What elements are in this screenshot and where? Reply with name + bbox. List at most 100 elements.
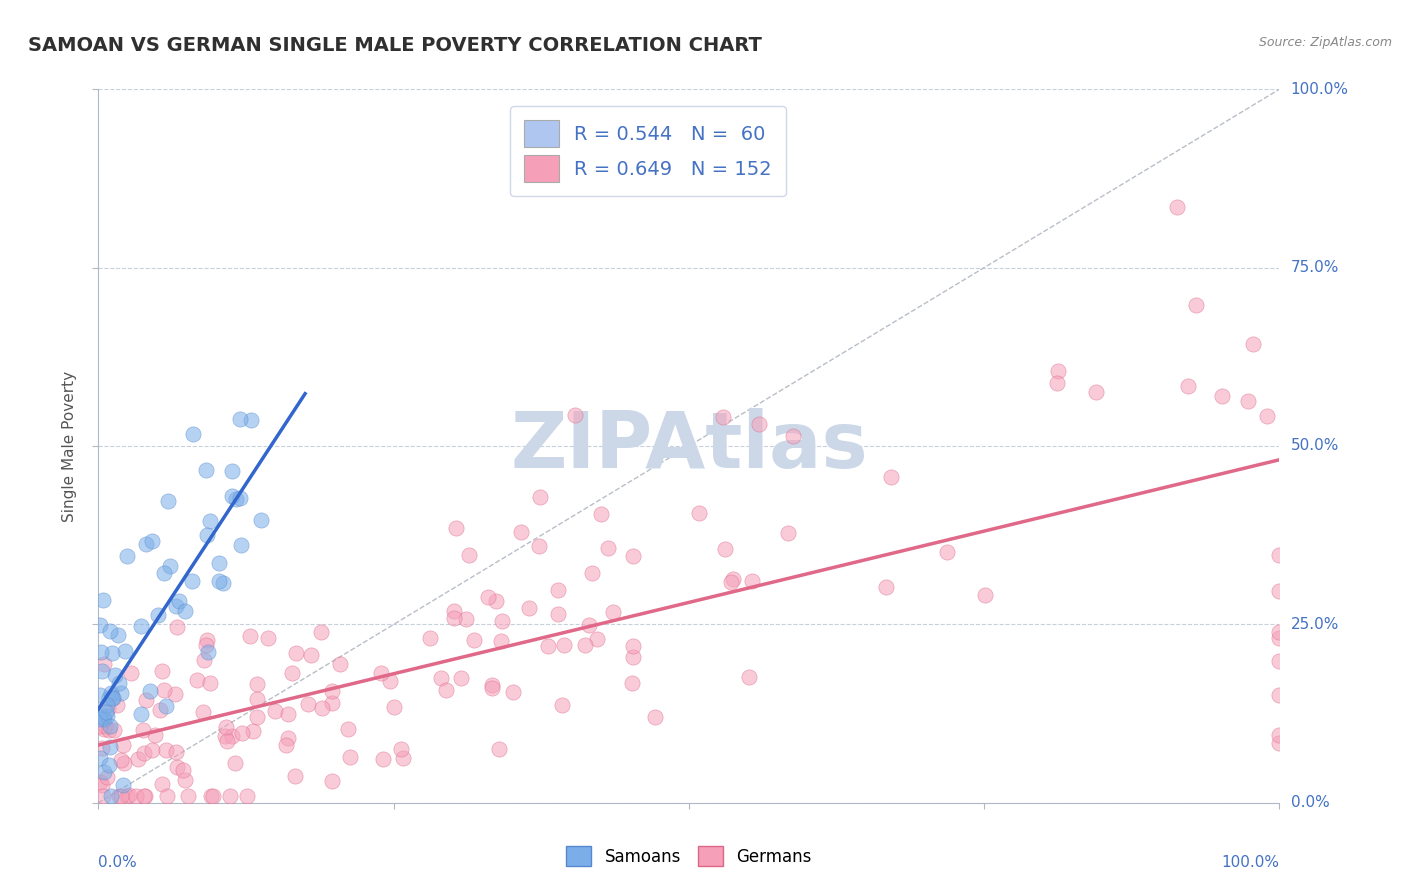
Point <box>172 764 194 778</box>
Point <box>195 633 218 648</box>
Point <box>1046 376 1069 391</box>
Text: 100.0%: 100.0% <box>1222 855 1279 870</box>
Point <box>274 738 297 752</box>
Point <box>152 683 174 698</box>
Point <box>297 697 319 711</box>
Point <box>100 739 122 754</box>
Point <box>191 705 214 719</box>
Point <box>299 648 322 662</box>
Point <box>96 705 118 719</box>
Point <box>110 686 132 700</box>
Text: 0.0%: 0.0% <box>98 855 138 870</box>
Point <box>256 632 278 646</box>
Point <box>200 676 222 690</box>
Point <box>1268 625 1291 640</box>
Point <box>236 789 259 803</box>
Point <box>195 638 218 652</box>
Point <box>202 789 225 803</box>
Point <box>321 696 343 710</box>
Point <box>311 701 333 715</box>
Point <box>117 549 139 563</box>
Point <box>135 537 157 551</box>
Point <box>591 507 613 521</box>
Point <box>215 720 238 734</box>
Point <box>134 789 156 803</box>
Point <box>145 728 167 742</box>
Point <box>195 462 218 476</box>
Point <box>93 657 115 672</box>
Point <box>129 619 152 633</box>
Point <box>1047 364 1070 378</box>
Point <box>481 678 503 692</box>
Point <box>502 685 524 699</box>
Point <box>553 638 575 652</box>
Point <box>132 723 155 737</box>
Point <box>1236 394 1258 409</box>
Point <box>456 612 478 626</box>
Point <box>741 574 763 588</box>
Point <box>336 722 359 736</box>
Point <box>98 624 121 638</box>
Point <box>434 683 457 698</box>
Point <box>114 644 136 658</box>
Point <box>231 725 253 739</box>
Point <box>90 778 112 792</box>
Y-axis label: Single Male Poverty: Single Male Poverty <box>62 370 77 522</box>
Point <box>380 674 402 689</box>
Point <box>547 607 569 621</box>
Point <box>477 590 499 604</box>
Point <box>1268 654 1291 668</box>
Point <box>221 464 243 478</box>
Point <box>246 692 269 706</box>
Point <box>110 753 132 767</box>
Point <box>149 703 172 717</box>
Point <box>443 611 465 625</box>
Point <box>135 692 157 706</box>
Point <box>89 713 111 727</box>
Point <box>239 413 262 427</box>
Point <box>100 789 122 803</box>
Point <box>776 526 799 541</box>
Point <box>586 632 609 647</box>
Point <box>186 673 208 687</box>
Point <box>491 614 513 628</box>
Point <box>228 491 250 506</box>
Point <box>125 789 148 803</box>
Point <box>146 608 169 623</box>
Point <box>97 723 120 737</box>
Point <box>225 491 247 506</box>
Point <box>720 575 742 590</box>
Point <box>1268 631 1291 645</box>
Point <box>89 719 111 733</box>
Point <box>127 751 149 765</box>
Point <box>250 513 273 527</box>
Point <box>488 741 510 756</box>
Point <box>1268 584 1291 599</box>
Point <box>481 681 503 695</box>
Point <box>100 686 122 700</box>
Point <box>89 751 111 765</box>
Point <box>112 756 135 771</box>
Point <box>242 724 264 739</box>
Point <box>246 710 269 724</box>
Point <box>623 650 645 665</box>
Point <box>166 620 188 634</box>
Point <box>181 427 204 442</box>
Point <box>101 691 124 706</box>
Point <box>688 506 710 520</box>
Point <box>150 777 173 791</box>
Point <box>101 646 124 660</box>
Point <box>485 593 508 607</box>
Point <box>1256 409 1278 423</box>
Point <box>621 549 644 564</box>
Point <box>110 789 132 803</box>
Point <box>91 593 114 607</box>
Point <box>321 684 343 698</box>
Point <box>118 789 141 803</box>
Point <box>115 789 138 803</box>
Point <box>96 770 118 784</box>
Point <box>197 645 219 659</box>
Point <box>551 698 574 713</box>
Point <box>224 756 246 771</box>
Point <box>782 429 804 443</box>
